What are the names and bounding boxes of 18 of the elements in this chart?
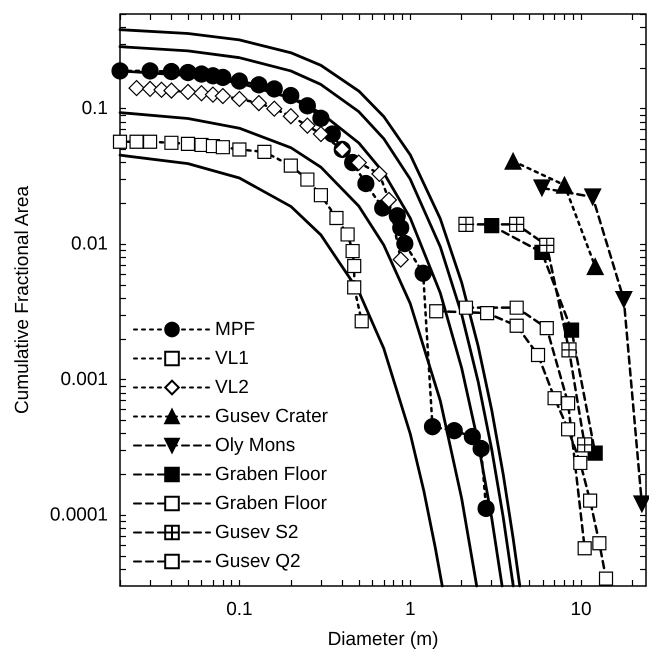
legend-label: Oly Mons bbox=[215, 435, 296, 456]
legend-label: Graben Floor bbox=[215, 464, 328, 485]
legend-label: Gusev Crater bbox=[215, 406, 329, 427]
legend-label: VL2 bbox=[215, 377, 249, 398]
legend-label: MPF bbox=[215, 319, 256, 340]
x-tick-label: 1 bbox=[404, 599, 416, 620]
legend-label: Graben Floor bbox=[215, 493, 328, 514]
x-tick-label: 0.1 bbox=[226, 599, 253, 620]
y-axis-title: Cumulative Fractional Area bbox=[12, 186, 33, 414]
x-axis-title: Diameter (m) bbox=[328, 629, 438, 650]
legend-label: VL1 bbox=[215, 348, 249, 369]
y-tick-label: 0.0001 bbox=[50, 504, 108, 526]
y-tick-label: 0.001 bbox=[60, 369, 108, 390]
legend-label: Gusev Q2 bbox=[215, 551, 301, 572]
y-tick-label: 0.01 bbox=[71, 234, 108, 255]
x-tick-label: 10 bbox=[570, 599, 592, 620]
y-tick-label: 0.1 bbox=[82, 98, 108, 120]
legend-label: Gusev S2 bbox=[215, 522, 298, 543]
